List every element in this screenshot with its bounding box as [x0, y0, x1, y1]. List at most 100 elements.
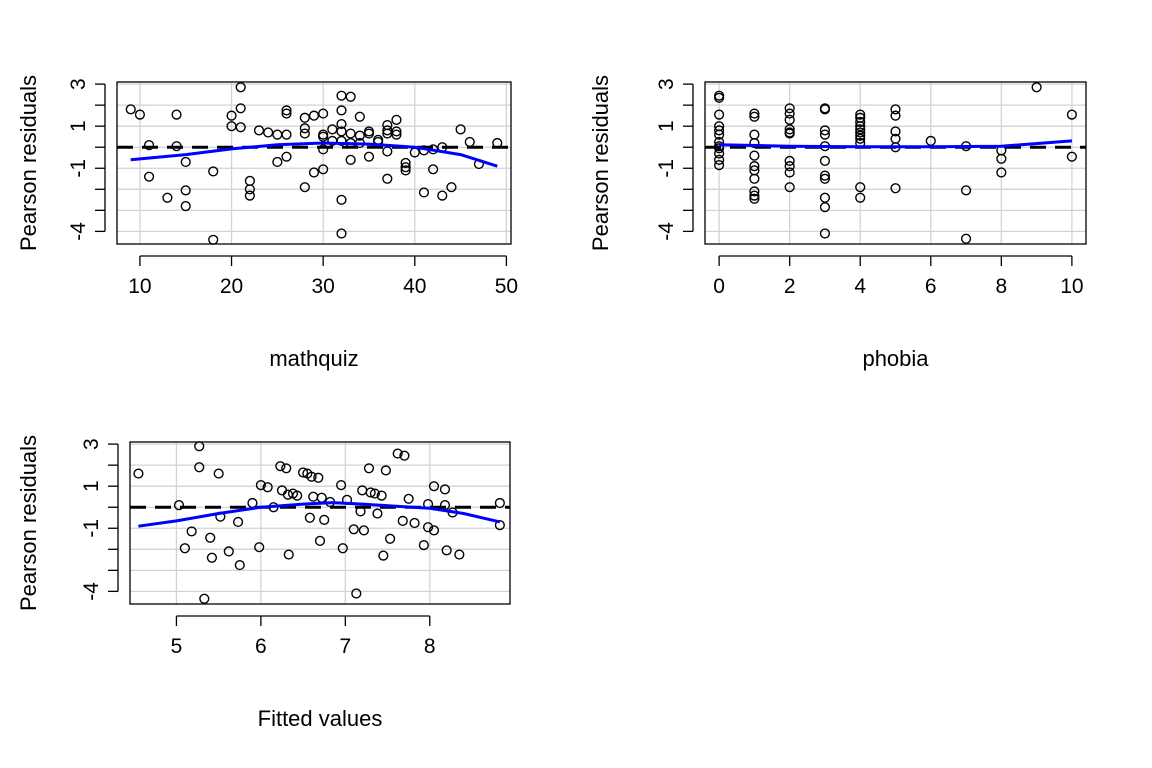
data-point	[308, 491, 319, 502]
panel-3: 5 6 7 8 -4 -1 1 3 Fitted values Pearson residuals	[16, 435, 511, 731]
data-point	[399, 450, 410, 461]
data-point	[348, 524, 359, 535]
data-point	[428, 164, 439, 175]
smooth-line	[138, 501, 501, 528]
data-point	[235, 103, 246, 114]
data-point	[351, 588, 362, 599]
data-point	[819, 104, 831, 115]
data-point	[223, 546, 234, 557]
data-point	[134, 109, 146, 120]
data-point	[336, 135, 347, 147]
data-point	[855, 130, 866, 141]
y-tick-label: -1	[655, 159, 678, 178]
data-point	[281, 151, 292, 162]
data-point	[363, 128, 375, 139]
y-tick-label: -1	[80, 519, 103, 538]
plot-frame	[129, 441, 511, 605]
data-point	[819, 192, 831, 203]
data-point	[354, 130, 365, 141]
data-point	[194, 441, 205, 452]
smooth-line	[719, 139, 1073, 149]
data-point	[272, 129, 283, 140]
data-point	[308, 110, 320, 121]
data-point	[308, 167, 320, 178]
data-point	[365, 487, 376, 498]
data-point	[855, 182, 866, 193]
data-point	[437, 190, 448, 201]
data-point	[179, 543, 190, 554]
data-point	[318, 164, 329, 175]
data-point	[306, 471, 317, 482]
data-point	[384, 533, 396, 544]
data-point	[784, 182, 795, 193]
data-point	[749, 190, 760, 201]
smooth-line	[130, 141, 498, 168]
data-point	[960, 185, 972, 196]
data-point	[281, 463, 292, 474]
x-tick-label: 2	[784, 275, 796, 298]
data-point	[373, 136, 384, 148]
data-point	[714, 129, 725, 140]
data-point	[336, 480, 347, 491]
data-point	[855, 133, 866, 144]
data-point	[428, 481, 440, 492]
data-point	[422, 522, 434, 533]
data-point	[409, 517, 420, 529]
data-point	[213, 468, 224, 479]
data-point	[336, 118, 347, 130]
data-point	[345, 154, 356, 165]
data-point	[247, 497, 258, 509]
data-point	[235, 122, 246, 133]
data-point	[397, 515, 408, 526]
data-point	[749, 193, 760, 204]
data-point	[143, 140, 155, 151]
data-point	[819, 202, 831, 213]
panel-1: 10 20 30 40 50 -4 -1 1 3 mathquiz Pearson residual…	[16, 75, 518, 371]
data-point	[714, 148, 725, 159]
x-tick-label: 4	[854, 275, 866, 298]
data-point	[418, 187, 430, 198]
data-point	[205, 532, 216, 543]
x-axis-label: Fitted values	[258, 706, 383, 731]
data-point	[855, 127, 866, 138]
data-point	[357, 485, 368, 496]
data-point	[358, 525, 370, 536]
data-point	[206, 552, 218, 563]
x-tick-label: 8	[995, 275, 1007, 298]
data-point	[749, 108, 760, 119]
panel-2: 0 2 4 6 8 10 -4 -1 1 3 phobia Pearson residuals	[588, 75, 1087, 371]
data-point	[391, 126, 402, 137]
data-point	[400, 157, 411, 169]
data-point	[299, 182, 310, 193]
y-tick-label: 1	[67, 120, 90, 132]
data-point	[263, 127, 274, 138]
data-point	[714, 109, 725, 120]
data-point	[194, 462, 205, 473]
data-point	[253, 125, 265, 136]
data-point	[372, 508, 383, 519]
data-point	[244, 190, 255, 201]
y-tick-label: 3	[67, 78, 90, 90]
data-point	[714, 143, 725, 154]
data-point	[327, 124, 338, 135]
x-tick-label: 30	[311, 275, 334, 298]
y-tick-label: 1	[80, 480, 103, 492]
data-point	[494, 497, 505, 509]
data-point	[749, 137, 760, 149]
data-point	[180, 201, 191, 212]
data-point	[318, 108, 329, 119]
data-point	[819, 228, 831, 239]
data-point	[400, 165, 411, 176]
data-point	[464, 136, 475, 148]
y-tick-label: 3	[655, 78, 678, 90]
x-tick-label: 7	[339, 635, 351, 658]
data-point	[1066, 151, 1077, 162]
data-point	[392, 448, 403, 459]
data-point	[749, 150, 760, 161]
data-point	[255, 480, 266, 491]
data-point	[180, 156, 191, 168]
data-point	[391, 114, 402, 125]
x-tick-label: 5	[171, 635, 183, 658]
y-tick-label: -4	[67, 222, 90, 241]
data-point	[355, 506, 366, 517]
